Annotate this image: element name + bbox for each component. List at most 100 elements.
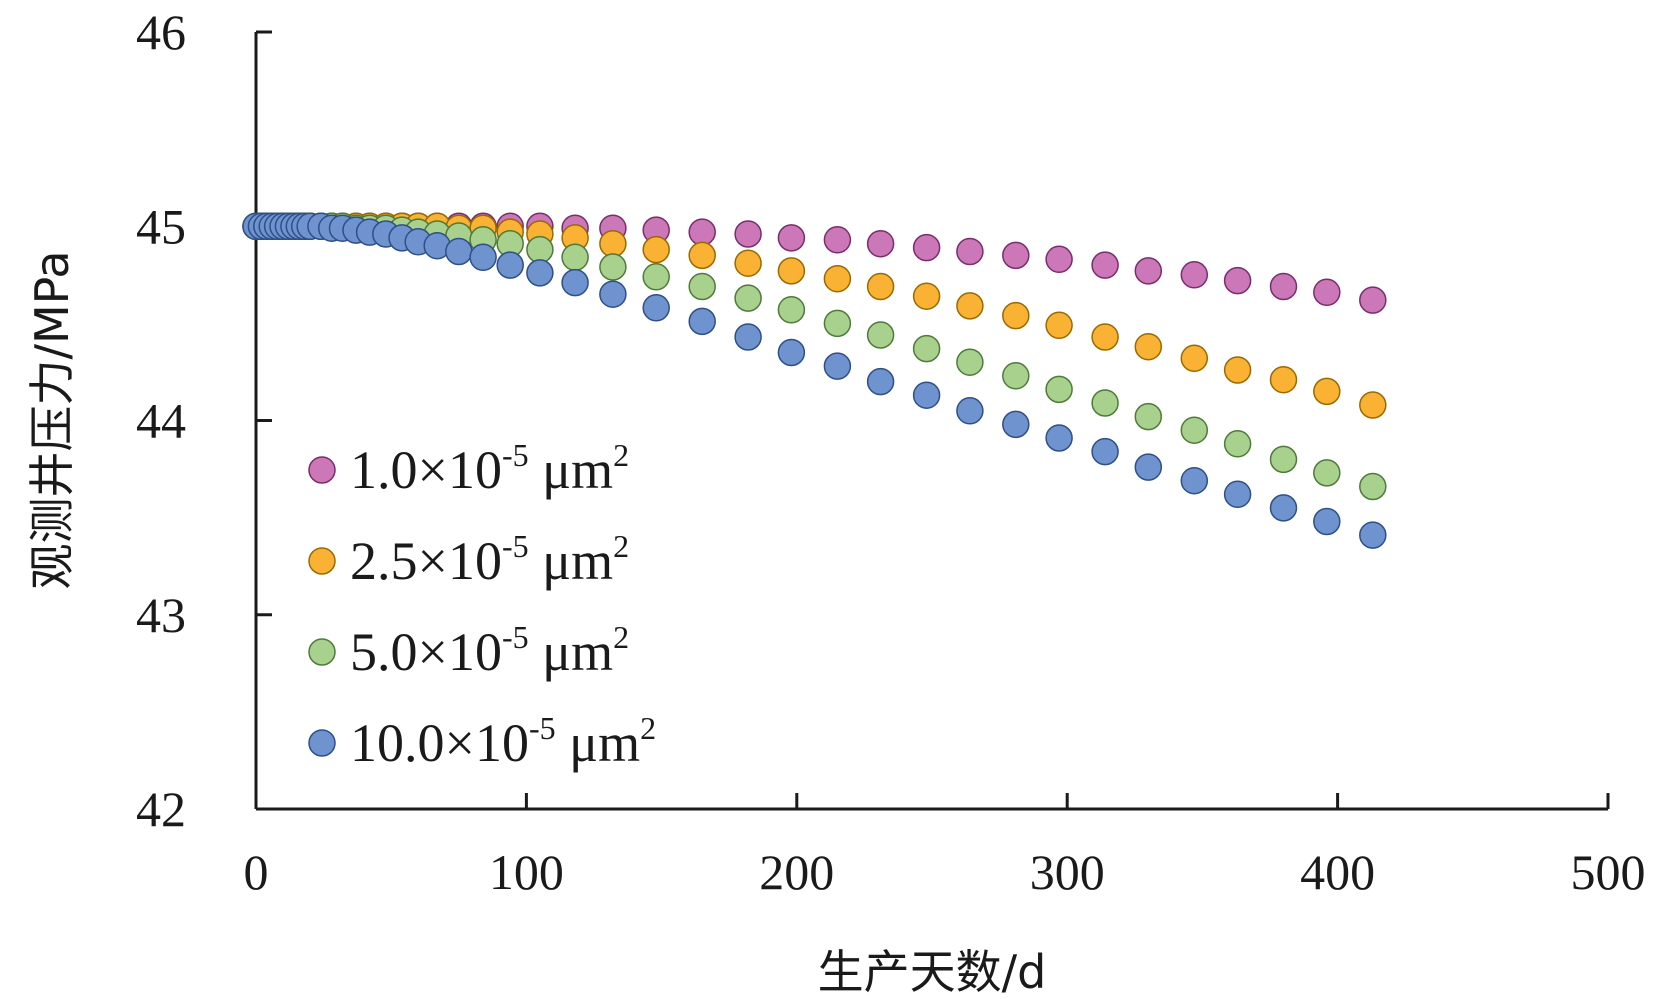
data-point xyxy=(1091,251,1119,279)
data-point xyxy=(642,235,670,264)
legend-marker xyxy=(308,456,336,484)
data-point xyxy=(1269,365,1298,394)
data-point xyxy=(1134,332,1163,361)
data-point xyxy=(1045,245,1073,274)
x-tick-label: 200 xyxy=(759,844,834,900)
data-point xyxy=(1359,521,1387,549)
legend-text-part: 10.0×10 xyxy=(350,713,529,773)
legend-marker xyxy=(308,547,336,575)
data-point xyxy=(823,226,852,254)
legend-superscript: 2 xyxy=(613,437,629,473)
legend-marker xyxy=(308,638,336,666)
data-point xyxy=(1134,402,1163,431)
data-point xyxy=(1313,507,1341,536)
data-point xyxy=(1045,311,1073,340)
data-point xyxy=(526,259,554,287)
y-tick-label: 44 xyxy=(136,393,186,449)
legend-text-part: μm xyxy=(529,622,613,682)
data-point xyxy=(1180,261,1209,289)
y-tick-label: 43 xyxy=(136,587,186,643)
data-point xyxy=(866,229,895,258)
y-tick-group: 42 43 44 45 46 xyxy=(136,4,272,837)
data-point xyxy=(1313,278,1341,307)
data-point xyxy=(823,352,852,380)
data-point xyxy=(866,272,895,301)
data-point xyxy=(1002,362,1030,390)
legend-item: 2.5×10-5 μm2 xyxy=(308,528,629,591)
data-point xyxy=(688,272,716,301)
data-point xyxy=(469,243,497,272)
data-point xyxy=(642,263,670,291)
data-point xyxy=(866,367,895,396)
data-point xyxy=(1223,266,1252,295)
data-point xyxy=(956,348,984,376)
data-point xyxy=(1313,459,1341,487)
legend-superscript: 2 xyxy=(613,619,629,655)
data-point xyxy=(1223,480,1252,509)
data-point xyxy=(1002,410,1030,439)
data-point xyxy=(1002,301,1030,330)
data-point xyxy=(1134,257,1163,285)
x-axis: 0 100 200 300 400 500 生产天数/d xyxy=(244,793,1646,999)
x-tick-group: 0 100 200 300 400 500 xyxy=(244,793,1646,900)
data-point xyxy=(1269,494,1298,522)
data-point xyxy=(1359,391,1387,419)
legend-text-part: μm xyxy=(529,440,613,500)
x-tick-label: 300 xyxy=(1030,844,1105,900)
data-point xyxy=(561,243,589,272)
data-point xyxy=(1180,416,1209,444)
legend-label: 2.5×10-5 μm2 xyxy=(350,528,629,591)
data-point xyxy=(912,334,941,363)
data-point xyxy=(1180,344,1209,373)
x-tick-label: 0 xyxy=(244,844,269,900)
data-point xyxy=(599,253,627,281)
data-point xyxy=(734,220,762,248)
y-tick-label: 46 xyxy=(136,4,186,60)
data-point xyxy=(688,218,716,246)
data-point xyxy=(1002,241,1030,270)
data-point xyxy=(823,309,852,338)
data-point xyxy=(1134,453,1163,481)
legend-item: 10.0×10-5 μm2 xyxy=(308,710,656,773)
x-tick-label: 100 xyxy=(489,844,564,900)
data-point xyxy=(599,280,627,308)
data-point xyxy=(1313,377,1341,406)
data-point xyxy=(1091,437,1119,466)
data-point xyxy=(912,233,941,262)
legend-text-part: 5.0×10 xyxy=(350,622,502,682)
y-axis-title: 观测井压力/MPa xyxy=(25,250,79,589)
data-point xyxy=(688,307,716,336)
legend-text-part: μm xyxy=(556,713,640,773)
data-point xyxy=(1091,389,1119,417)
legend-superscript: -5 xyxy=(529,710,556,746)
data-point xyxy=(599,229,627,258)
data-point xyxy=(1045,375,1073,404)
data-point xyxy=(866,321,895,349)
data-point xyxy=(688,241,716,270)
legend-text-part: μm xyxy=(529,531,613,591)
legend-superscript: 2 xyxy=(613,528,629,564)
legend-label: 5.0×10-5 μm2 xyxy=(350,619,629,682)
data-point xyxy=(1180,466,1209,495)
data-point xyxy=(734,284,762,312)
y-tick-label: 45 xyxy=(136,198,186,254)
legend-item: 1.0×10-5 μm2 xyxy=(308,437,629,500)
legend-text-part: 2.5×10 xyxy=(350,531,502,591)
legend-superscript: -5 xyxy=(502,437,529,473)
data-point xyxy=(496,251,524,279)
legend-superscript: 2 xyxy=(640,710,656,746)
data-point xyxy=(912,381,941,409)
legend-superscript: -5 xyxy=(502,619,529,655)
data-point xyxy=(1045,424,1073,452)
legend-marker xyxy=(308,729,336,757)
x-tick-label: 500 xyxy=(1571,844,1646,900)
data-point xyxy=(956,237,984,266)
data-point xyxy=(777,338,806,367)
data-point xyxy=(1223,430,1252,458)
data-point xyxy=(912,282,941,310)
legend-label: 1.0×10-5 μm2 xyxy=(350,437,629,500)
data-point xyxy=(777,257,806,285)
series-4 xyxy=(242,212,1387,549)
